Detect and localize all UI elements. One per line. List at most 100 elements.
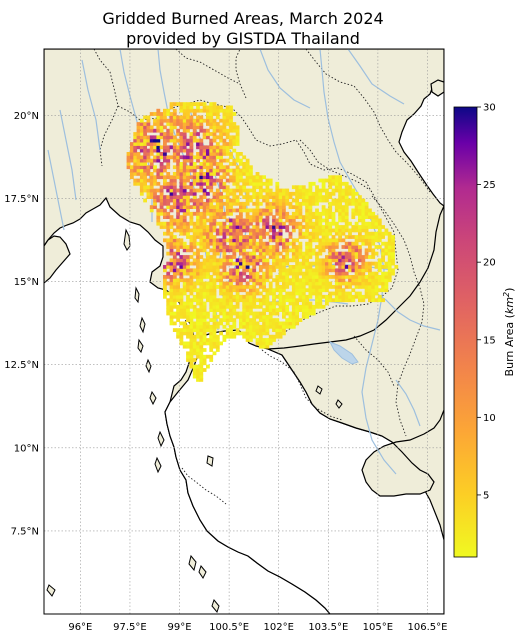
burn-cell (196, 265, 200, 269)
burn-cell (209, 231, 214, 236)
burn-cell (275, 321, 280, 326)
burn-cell (268, 178, 273, 183)
burn-cell (222, 158, 227, 163)
burn-cell (368, 211, 372, 216)
burn-cell (146, 128, 151, 133)
burn-cell (172, 135, 177, 140)
burn-cell (202, 334, 207, 339)
burn-cell (202, 301, 207, 306)
burn-cell (354, 265, 359, 269)
burn-cell (215, 231, 220, 236)
burn-cell (268, 314, 273, 319)
burn-cell (222, 142, 227, 146)
burn-cell (169, 132, 174, 136)
burn-cell (222, 108, 227, 113)
burn-cell (232, 225, 237, 229)
burn-cell (285, 211, 290, 216)
burn-cell (182, 145, 187, 150)
burn-cell (192, 108, 197, 113)
burn-cell (245, 281, 250, 286)
burn-cell (291, 198, 296, 203)
burn-cell (163, 265, 167, 269)
burn-cell (348, 285, 352, 289)
burn-cell (215, 301, 220, 306)
burn-cell (215, 348, 220, 352)
burn-cell (189, 162, 194, 166)
burn-cell (351, 208, 356, 213)
burn-cell (222, 225, 227, 229)
burn-cell (334, 228, 339, 233)
burn-cell (235, 125, 240, 130)
burn-cell (169, 215, 174, 219)
burn-cell (328, 281, 333, 286)
burn-cell (172, 125, 177, 130)
burn-cell (371, 275, 376, 279)
burn-cell (219, 261, 223, 266)
burn-cell (265, 208, 270, 213)
burn-cell (249, 278, 253, 283)
burn-cell (252, 301, 257, 306)
burn-cell (189, 175, 194, 180)
burn-cell (166, 188, 171, 193)
burn-cell (321, 185, 326, 190)
burn-cell (291, 228, 296, 233)
burn-cell (192, 358, 197, 362)
burn-cell (364, 248, 369, 253)
burn-cell (285, 318, 290, 322)
burn-cell (219, 275, 223, 279)
burn-cell (235, 291, 240, 296)
burn-cell (196, 308, 200, 312)
burn-cell (275, 191, 280, 196)
burn-cell (265, 318, 270, 322)
burn-cell (249, 304, 253, 309)
burn-cell (206, 145, 210, 150)
burn-cell (166, 135, 171, 140)
burn-cell (222, 132, 227, 136)
burn-cell (206, 328, 210, 332)
burn-cell (133, 145, 138, 150)
burn-cell (149, 178, 154, 183)
burn-cell (262, 271, 266, 276)
burn-cell (206, 185, 210, 190)
burn-cell (285, 201, 290, 206)
burn-cell (265, 261, 270, 266)
burn-cell (341, 291, 346, 296)
burn-cell (212, 128, 217, 133)
burn-cell (222, 128, 227, 133)
burn-cell (186, 248, 190, 253)
burn-cell (298, 215, 303, 219)
burn-cell (206, 158, 210, 163)
burn-cell (163, 208, 167, 213)
burn-cell (245, 338, 250, 342)
burn-cell (298, 255, 303, 259)
burn-cell (318, 225, 323, 229)
burn-cell (232, 181, 237, 186)
burn-cell (212, 285, 217, 289)
burn-cell (295, 265, 299, 269)
burn-cell (182, 172, 187, 176)
burn-cell (387, 255, 392, 259)
burn-cell (192, 112, 197, 116)
burn-cell (305, 294, 309, 299)
burn-cell (172, 298, 177, 303)
burn-cell (338, 271, 342, 276)
burn-cell (199, 215, 204, 219)
burn-cell (153, 128, 157, 133)
burn-cell (301, 275, 306, 279)
burn-cell (351, 228, 356, 233)
burn-cell (196, 118, 200, 123)
burn-cell (298, 201, 303, 206)
burn-cell (153, 195, 157, 199)
burn-cell (348, 198, 352, 203)
burn-cell (212, 135, 217, 140)
burn-cell (265, 288, 270, 293)
burn-cell (358, 268, 362, 273)
burn-cell (311, 261, 316, 266)
burn-cell (242, 251, 247, 256)
burn-cell (192, 304, 197, 309)
burn-cell (212, 308, 217, 312)
burn-cell (239, 281, 243, 286)
burn-cell (163, 185, 167, 190)
burn-cell (130, 152, 134, 156)
burn-cell (179, 294, 184, 299)
